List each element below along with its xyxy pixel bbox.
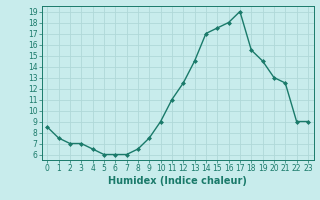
X-axis label: Humidex (Indice chaleur): Humidex (Indice chaleur) [108, 176, 247, 186]
